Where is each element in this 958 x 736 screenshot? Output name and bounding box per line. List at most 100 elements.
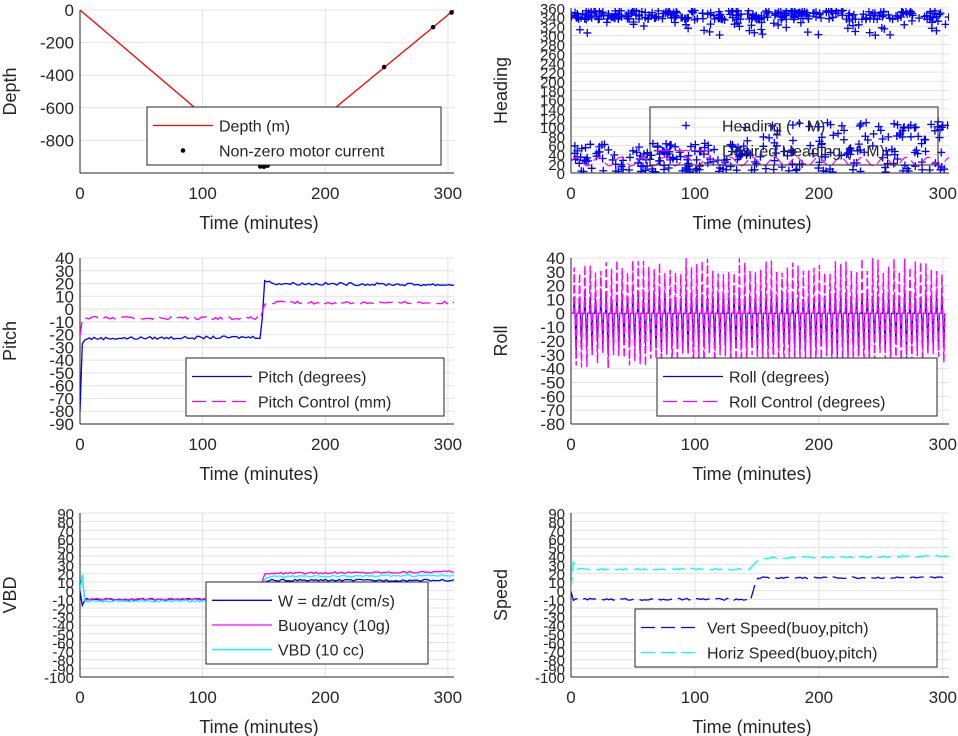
heading-point bbox=[796, 18, 805, 27]
plot-area bbox=[571, 554, 949, 602]
heading-point bbox=[757, 25, 766, 34]
heading-point bbox=[788, 136, 797, 145]
y-tick-label: -60 bbox=[543, 635, 565, 652]
heading-point bbox=[878, 135, 887, 144]
heading-point bbox=[654, 8, 663, 15]
series-line-2 bbox=[80, 300, 454, 336]
heading-point bbox=[573, 10, 582, 19]
heading-point bbox=[795, 119, 804, 128]
x-tick-label: 100 bbox=[188, 184, 216, 203]
heading-point bbox=[845, 9, 854, 18]
y-axis-label: Roll bbox=[491, 325, 511, 356]
heading-point bbox=[868, 141, 877, 150]
y-tick-label: -800 bbox=[40, 131, 74, 150]
heading-point bbox=[599, 11, 608, 20]
y-tick-label: 180 bbox=[540, 84, 565, 101]
heading-point bbox=[743, 136, 752, 145]
y-axis-label: Depth bbox=[0, 67, 20, 115]
heading-point bbox=[903, 10, 912, 19]
heading-point bbox=[698, 9, 707, 18]
y-tick-label: 80 bbox=[548, 129, 565, 146]
heading-point bbox=[816, 13, 825, 22]
legend: Heading ( ° M) Desired Heading ( ° M) bbox=[649, 106, 939, 166]
y-tick-label: -80 bbox=[540, 415, 565, 434]
heading-point bbox=[933, 122, 942, 131]
heading-point bbox=[757, 18, 766, 27]
heading-point bbox=[814, 122, 823, 131]
x-tick-label: 300 bbox=[929, 184, 957, 203]
motor-current-point bbox=[449, 10, 454, 15]
heading-point bbox=[908, 11, 917, 20]
heading-point bbox=[734, 10, 743, 19]
heading-point bbox=[641, 13, 650, 22]
y-tick-label: -30 bbox=[52, 610, 74, 627]
heading-point bbox=[803, 28, 812, 37]
heading-point bbox=[819, 166, 828, 173]
heading-point bbox=[745, 26, 754, 35]
heading-point bbox=[886, 30, 895, 39]
legend: W = dz/dt (cm/s) Buoyancy (10g) VBD (10 cc… bbox=[205, 581, 429, 665]
heading-point bbox=[780, 147, 789, 156]
y-tick-label: 10 bbox=[548, 575, 565, 592]
heading-point bbox=[625, 166, 634, 173]
heading-point bbox=[851, 27, 860, 36]
legend-label: Horiz Speed(buoy,pitch) bbox=[707, 646, 877, 663]
x-tick-label: 300 bbox=[434, 184, 462, 203]
heading-point bbox=[774, 20, 783, 29]
y-tick-label: -10 bbox=[540, 318, 565, 337]
x-tick-label: 0 bbox=[75, 435, 84, 454]
y-tick-label: 360 bbox=[540, 1, 565, 18]
y-tick-label: 40 bbox=[55, 249, 74, 268]
heading-point bbox=[921, 147, 930, 156]
heading-point bbox=[615, 8, 624, 15]
heading-point bbox=[732, 11, 741, 20]
x-axis-label: Time (minutes) bbox=[199, 717, 318, 736]
y-tick-label: 200 bbox=[540, 74, 565, 91]
y-tick-label: -20 bbox=[49, 326, 74, 345]
heading-point bbox=[914, 132, 923, 141]
legend: Depth (m) Non-zero motor current bbox=[146, 106, 442, 166]
heading-point bbox=[915, 14, 924, 23]
legend-box bbox=[634, 608, 938, 668]
y-tick-label: 70 bbox=[57, 523, 74, 540]
heading-point bbox=[599, 166, 608, 173]
heading-point bbox=[693, 14, 702, 23]
heading-point bbox=[625, 153, 634, 162]
y-tick-label: -20 bbox=[52, 601, 74, 618]
heading-point bbox=[654, 157, 663, 166]
y-tick-label: 80 bbox=[548, 515, 565, 532]
y-tick-label: 30 bbox=[548, 558, 565, 575]
y-tick-label: 20 bbox=[548, 157, 565, 174]
x-tick-label: 0 bbox=[566, 184, 575, 203]
heading-point bbox=[602, 18, 611, 27]
series-line-2 bbox=[571, 554, 949, 592]
heading-point bbox=[814, 30, 823, 39]
heading-point bbox=[778, 13, 787, 22]
legend-label: Roll Control (degrees) bbox=[729, 395, 886, 412]
y-tick-label: -30 bbox=[540, 346, 565, 365]
y-tick-label: 120 bbox=[540, 111, 565, 128]
y-tick-label: 50 bbox=[548, 541, 565, 558]
legend-label: Roll (degrees) bbox=[729, 370, 829, 387]
x-axis-label: Time (minutes) bbox=[692, 717, 811, 736]
heading-point bbox=[907, 16, 916, 25]
heading-point bbox=[647, 151, 656, 160]
y-tick-label: 90 bbox=[548, 506, 565, 523]
heading-point bbox=[604, 9, 613, 18]
heading-point bbox=[671, 142, 680, 151]
x-tick-label: 200 bbox=[311, 435, 339, 454]
heading-point bbox=[750, 165, 759, 173]
heading-point bbox=[603, 14, 612, 23]
y-tick-label: 40 bbox=[548, 148, 565, 165]
heading-point bbox=[756, 152, 765, 161]
heading-point bbox=[809, 149, 818, 158]
series-line-1 bbox=[571, 576, 949, 602]
heading-point bbox=[788, 121, 797, 130]
y-tick-label: -80 bbox=[49, 402, 74, 421]
heading-point bbox=[634, 158, 643, 167]
heading-point bbox=[842, 150, 851, 159]
y-tick-label: -40 bbox=[49, 351, 74, 370]
heading-point bbox=[883, 151, 892, 160]
heading-point bbox=[759, 132, 768, 141]
heading-point bbox=[809, 9, 818, 18]
